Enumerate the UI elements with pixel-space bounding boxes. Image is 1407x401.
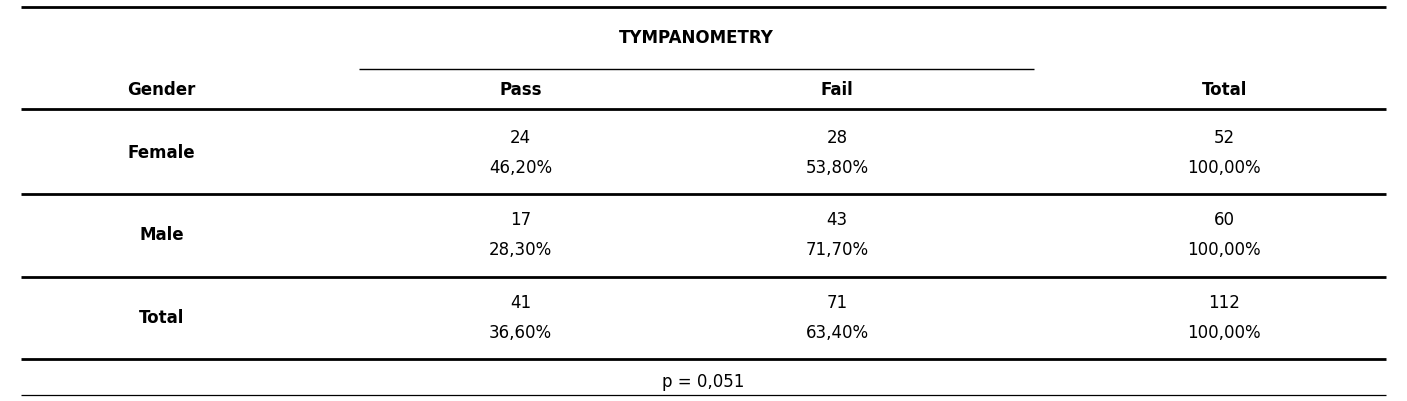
- Text: 112: 112: [1209, 293, 1240, 311]
- Text: 60: 60: [1214, 211, 1234, 229]
- Text: Gender: Gender: [128, 81, 196, 99]
- Text: 24: 24: [509, 129, 532, 147]
- Text: 36,60%: 36,60%: [490, 323, 552, 341]
- Text: 100,00%: 100,00%: [1188, 159, 1261, 176]
- Text: 28: 28: [826, 129, 848, 147]
- Text: 41: 41: [509, 293, 532, 311]
- Text: 100,00%: 100,00%: [1188, 323, 1261, 341]
- Text: Male: Male: [139, 225, 184, 243]
- Text: 17: 17: [509, 211, 532, 229]
- Text: p = 0,051: p = 0,051: [663, 372, 744, 390]
- Text: 28,30%: 28,30%: [490, 241, 552, 258]
- Text: 53,80%: 53,80%: [806, 159, 868, 176]
- Text: 71: 71: [826, 293, 848, 311]
- Text: 100,00%: 100,00%: [1188, 241, 1261, 258]
- Text: Total: Total: [1202, 81, 1247, 99]
- Text: 43: 43: [826, 211, 848, 229]
- Text: 63,40%: 63,40%: [806, 323, 868, 341]
- Text: 71,70%: 71,70%: [806, 241, 868, 258]
- Text: 52: 52: [1213, 129, 1235, 147]
- Text: Pass: Pass: [499, 81, 542, 99]
- Text: Female: Female: [128, 144, 196, 162]
- Text: Fail: Fail: [820, 81, 854, 99]
- Text: TYMPANOMETRY: TYMPANOMETRY: [619, 29, 774, 47]
- Text: 46,20%: 46,20%: [490, 159, 552, 176]
- Text: Total: Total: [139, 308, 184, 326]
